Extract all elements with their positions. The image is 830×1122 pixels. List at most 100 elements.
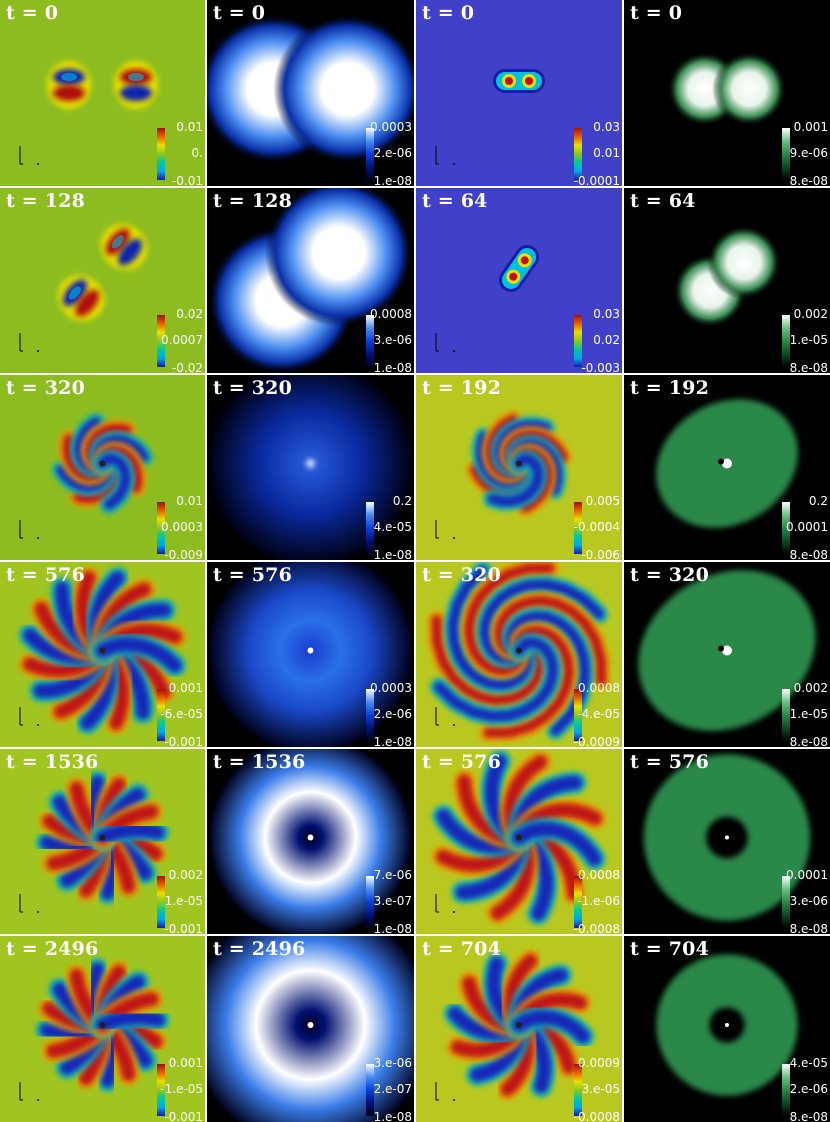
- colorbar-tick-max: 0.0008: [578, 681, 620, 695]
- field-plot: [0, 375, 205, 560]
- time-label: t = 128: [213, 190, 292, 212]
- field-plot: [416, 936, 622, 1122]
- colorbar-tick-min: 8.e-08: [789, 174, 828, 186]
- colorbar-tick-min: -0.02: [171, 361, 203, 373]
- panel-r2-c1: t = 128 0.02 0.0007 -0.02: [0, 188, 205, 373]
- colorbar-tick-max: 4.e-05: [789, 1056, 828, 1070]
- panel-r6-c4: t = 704 4.e-05 2.e-06 8.e-08: [624, 936, 830, 1122]
- panel-r1-c4: t = 0 0.001 9.e-06 8.e-08: [624, 0, 830, 186]
- colorbar-tick-min: 1.e-08: [373, 735, 412, 747]
- colorbar-tick-mid: 1.e-05: [164, 894, 203, 908]
- colorbar: [782, 1064, 790, 1116]
- time-label: t = 2496: [213, 938, 306, 960]
- field-plot: [207, 188, 414, 373]
- colorbar-tick-max: 3.e-06: [373, 1056, 412, 1070]
- colorbar-tick-mid: 4.e-05: [373, 520, 412, 534]
- axes-triad-icon: [19, 707, 39, 726]
- colorbar: [157, 128, 165, 180]
- panel-r2-c3: t = 64 0.03 0.02 -0.003: [416, 188, 622, 373]
- colorbar-tick-mid: 9.e-06: [789, 146, 828, 160]
- colorbar-tick-max: 0.03: [593, 307, 620, 321]
- colorbar-tick-max: 0.0003: [370, 681, 412, 695]
- colorbar-ticks: 0.0008 -4.e-05 -0.0009: [574, 682, 620, 747]
- field-plot: [0, 188, 205, 373]
- colorbar-tick-mid: 0.0007: [161, 333, 203, 347]
- time-label: t = 192: [422, 377, 501, 399]
- colorbar-ticks: 0.01 0.0003 -0.009: [161, 495, 203, 560]
- time-label: t = 0: [213, 2, 266, 24]
- field-plot: [416, 0, 622, 186]
- colorbar-ticks: 0.01 0. -0.01: [167, 121, 203, 186]
- field-plot: [0, 936, 205, 1122]
- panel-r5-c4: t = 576 0.0001 3.e-06 8.e-08: [624, 749, 830, 934]
- colorbar: [157, 502, 165, 554]
- colorbar-tick-max: 0.0003: [370, 120, 412, 134]
- colorbar: [574, 315, 582, 367]
- colorbar: [782, 128, 790, 180]
- colorbar-tick-mid: -6.e-05: [160, 707, 203, 721]
- colorbar-tick-max: 0.0001: [786, 868, 828, 882]
- time-label: t = 576: [213, 564, 292, 586]
- colorbar-ticks: 0.001 9.e-06 8.e-08: [789, 121, 828, 186]
- panel-r3-c1: t = 320 0.01 0.0003 -0.009: [0, 375, 205, 560]
- axes-triad-icon: [435, 707, 455, 726]
- time-label: t = 1536: [213, 751, 306, 773]
- colorbar-tick-mid: 3.e-06: [789, 894, 828, 908]
- time-label: t = 0: [630, 2, 683, 24]
- field-plot: [416, 562, 622, 747]
- colorbar-tick-max: 0.002: [793, 307, 828, 321]
- colorbar-tick-min: -0.0008: [573, 1110, 620, 1122]
- field-plot: [416, 188, 622, 373]
- colorbar-ticks: 0.0003 2.e-06 1.e-08: [370, 121, 412, 186]
- time-label: t = 0: [422, 2, 475, 24]
- colorbar-tick-mid: -1.e-05: [160, 1082, 203, 1096]
- colorbar-tick-mid: 2.e-06: [373, 146, 412, 160]
- panel-r3-c3: t = 192 0.005 -0.0004 -0.006: [416, 375, 622, 560]
- time-label: t = 576: [6, 564, 85, 586]
- field-plot: [624, 375, 830, 560]
- colorbar-tick-min: 1.e-08: [373, 1110, 412, 1122]
- colorbar-ticks: 0.0009 3.e-05 -0.0008: [574, 1057, 620, 1122]
- panel-r6-c1: t = 2496 0.001 -1.e-05 -0.001: [0, 936, 205, 1122]
- colorbar-ticks: 0.03 0.02 -0.003: [581, 308, 620, 373]
- colorbar-tick-mid: -4.e-05: [577, 707, 620, 721]
- colorbar-tick-min: 8.e-08: [789, 1110, 828, 1122]
- colorbar: [574, 128, 582, 180]
- colorbar-tick-min: -0.001: [164, 922, 203, 934]
- time-label: t = 704: [422, 938, 501, 960]
- colorbar-ticks: 0.0001 3.e-06 8.e-08: [786, 869, 828, 934]
- panel-r5-c1: t = 1536 0.002 1.e-05 -0.001: [0, 749, 205, 934]
- colorbar-tick-mid: 2.e-06: [373, 707, 412, 721]
- colorbar: [366, 128, 374, 180]
- field-plot: [207, 375, 414, 560]
- colorbar: [366, 502, 374, 554]
- time-label: t = 320: [630, 564, 709, 586]
- colorbar-tick-max: 0.03: [593, 120, 620, 134]
- colorbar-tick-mid: 0.01: [593, 146, 620, 160]
- colorbar: [782, 876, 790, 928]
- panel-r3-c2: t = 320 0.2 4.e-05 1.e-08: [207, 375, 414, 560]
- colorbar-tick-max: 0.0009: [578, 1056, 620, 1070]
- field-plot: [207, 562, 414, 747]
- colorbar-tick-min: 1.e-08: [373, 174, 412, 186]
- axes-triad-icon: [19, 1082, 39, 1101]
- colorbar-ticks: 0.0008 -1.e-06 -0.0008: [574, 869, 620, 934]
- field-plot: [624, 749, 830, 934]
- colorbar-tick-mid: 3.e-07: [373, 894, 412, 908]
- panel-r3-c4: t = 192 0.2 0.0001 8.e-08: [624, 375, 830, 560]
- colorbar-ticks: 0.001 -6.e-05 -0.001: [160, 682, 203, 747]
- panel-r1-c2: t = 0 0.0003 2.e-06 1.e-08: [207, 0, 414, 186]
- colorbar-ticks: 0.0003 2.e-06 1.e-08: [370, 682, 412, 747]
- axes-triad-icon: [435, 520, 455, 539]
- field-plot: [207, 936, 414, 1122]
- colorbar-ticks: 0.002 1.e-05 -0.001: [164, 869, 203, 934]
- colorbar-tick-max: 0.005: [585, 494, 620, 508]
- panel-r6-c2: t = 2496 3.e-06 2.e-07 1.e-08: [207, 936, 414, 1122]
- time-label: t = 320: [213, 377, 292, 399]
- colorbar: [157, 876, 165, 928]
- panel-r1-c1: t = 0 0.01 0. -0.01: [0, 0, 205, 186]
- colorbar-tick-min: -0.001: [164, 1110, 203, 1122]
- axes-triad-icon: [19, 333, 39, 352]
- colorbar-ticks: 3.e-06 2.e-07 1.e-08: [373, 1057, 412, 1122]
